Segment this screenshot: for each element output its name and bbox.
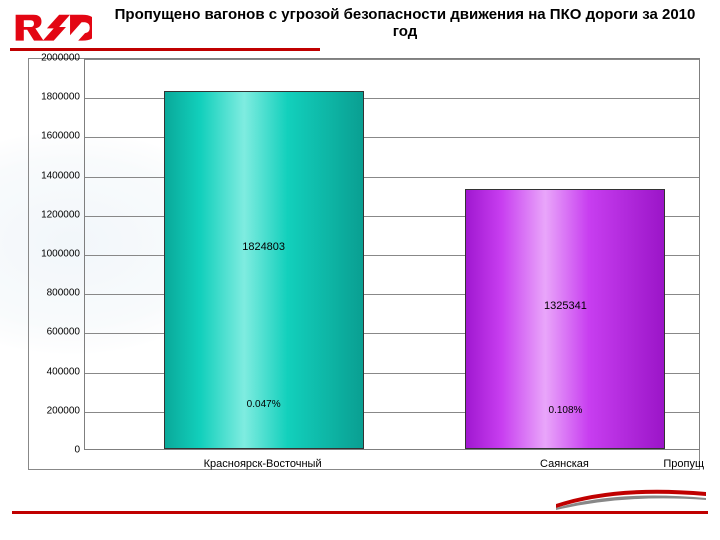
bar-value-label: 1325341: [544, 300, 587, 312]
bar-value-label: 1824803: [242, 241, 285, 253]
y-tick-label: 200000: [47, 405, 80, 416]
bar-small-label: 0.047%: [247, 399, 281, 410]
rzd-logo: [10, 8, 92, 42]
slide-title: Пропущено вагонов с угрозой безопасности…: [110, 6, 700, 40]
slide: Пропущено вагонов с угрозой безопасности…: [0, 0, 720, 540]
y-axis: 0200000400000600000800000100000012000001…: [28, 58, 84, 450]
y-tick-label: 1000000: [41, 249, 80, 260]
y-tick-label: 800000: [47, 288, 80, 299]
x-axis-edge-label: Пропущ: [663, 458, 704, 470]
y-tick-label: 400000: [47, 366, 80, 377]
y-tick-label: 1200000: [41, 209, 80, 220]
footer-swoosh: [556, 482, 706, 510]
y-tick-label: 2000000: [41, 53, 80, 64]
y-tick-label: 0: [74, 445, 80, 456]
x-axis-label: Саянская: [540, 458, 589, 470]
y-tick-label: 1600000: [41, 131, 80, 142]
bar-group: 1824803 0.047%: [164, 57, 364, 449]
y-tick-label: 1400000: [41, 170, 80, 181]
bar-small-label: 0.108%: [549, 405, 583, 416]
title-underline: [10, 48, 320, 51]
bar-chart: 0 200000 400000 600000 800000 1000000 1200000 1…: [28, 58, 700, 470]
x-axis-label: Красноярск-Восточный: [204, 458, 322, 470]
bar: [164, 91, 364, 449]
footer-line: [12, 511, 708, 514]
y-tick-label: 600000: [47, 327, 80, 338]
bar-group: 1325341 0.108%: [465, 57, 665, 449]
plot-area: 1824803 0.047% 1325341 0.108%: [84, 58, 700, 450]
y-tick-label: 1800000: [41, 92, 80, 103]
